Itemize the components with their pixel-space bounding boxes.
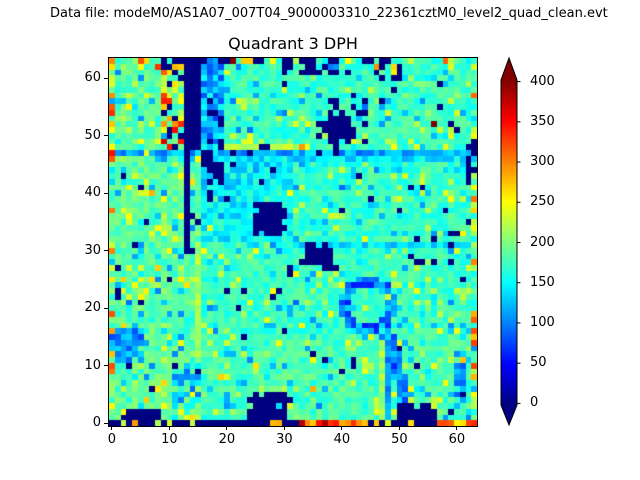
colorbar-tick-label: 300	[530, 154, 555, 170]
y-tick-label: 0	[92, 415, 101, 431]
colorbar	[494, 56, 564, 428]
x-tick-mark	[226, 426, 228, 430]
x-tick-mark	[456, 426, 458, 430]
x-tick-mark	[111, 426, 113, 430]
x-tick-label: 40	[333, 432, 351, 447]
y-tick-mark	[104, 422, 108, 424]
colorbar-tick-label: 350	[530, 113, 555, 129]
heatmap-canvas	[109, 58, 477, 426]
colorbar-tick-label: 400	[530, 73, 555, 89]
x-tick-label: 10	[161, 432, 178, 447]
colorbar-tick-label: 150	[530, 274, 555, 290]
y-tick-mark	[104, 365, 108, 367]
y-tick-mark	[104, 250, 108, 252]
x-tick-label: 60	[448, 432, 466, 447]
chart-title: Quadrant 3 DPH	[228, 34, 358, 53]
y-tick-label: 10	[84, 357, 101, 373]
datafile-label: Data file: modeM0/AS1A07_007T04_90000033…	[50, 6, 608, 21]
y-tick-label: 40	[84, 185, 101, 201]
x-tick-mark	[341, 426, 343, 430]
y-tick-label: 60	[84, 70, 101, 86]
y-tick-mark	[104, 192, 108, 194]
colorbar-outline	[500, 56, 518, 427]
colorbar-gradient	[500, 56, 521, 427]
x-tick-mark	[283, 426, 285, 430]
colorbar-tick-label: 250	[530, 194, 555, 210]
colorbar-under-arrow	[501, 405, 517, 425]
plot-area	[108, 57, 478, 427]
y-tick-label: 20	[84, 300, 101, 316]
y-tick-label: 50	[84, 127, 101, 143]
colorbar-bar	[501, 80, 517, 405]
y-tick-mark	[104, 307, 108, 309]
colorbar-over-arrow	[501, 58, 517, 80]
x-tick-label: 50	[391, 432, 408, 447]
y-tick-mark	[104, 135, 108, 137]
colorbar-tick-label: 200	[530, 234, 555, 250]
colorbar-tick-label: 0	[530, 395, 539, 411]
x-tick-label: 0	[107, 432, 117, 447]
y-tick-mark	[104, 77, 108, 79]
x-tick-label: 20	[218, 432, 236, 447]
x-tick-mark	[398, 426, 400, 430]
x-tick-mark	[168, 426, 170, 430]
y-tick-label: 30	[84, 242, 101, 258]
colorbar-tick-label: 50	[530, 355, 547, 371]
x-tick-label: 30	[276, 432, 293, 447]
colorbar-tick-label: 100	[530, 314, 555, 330]
